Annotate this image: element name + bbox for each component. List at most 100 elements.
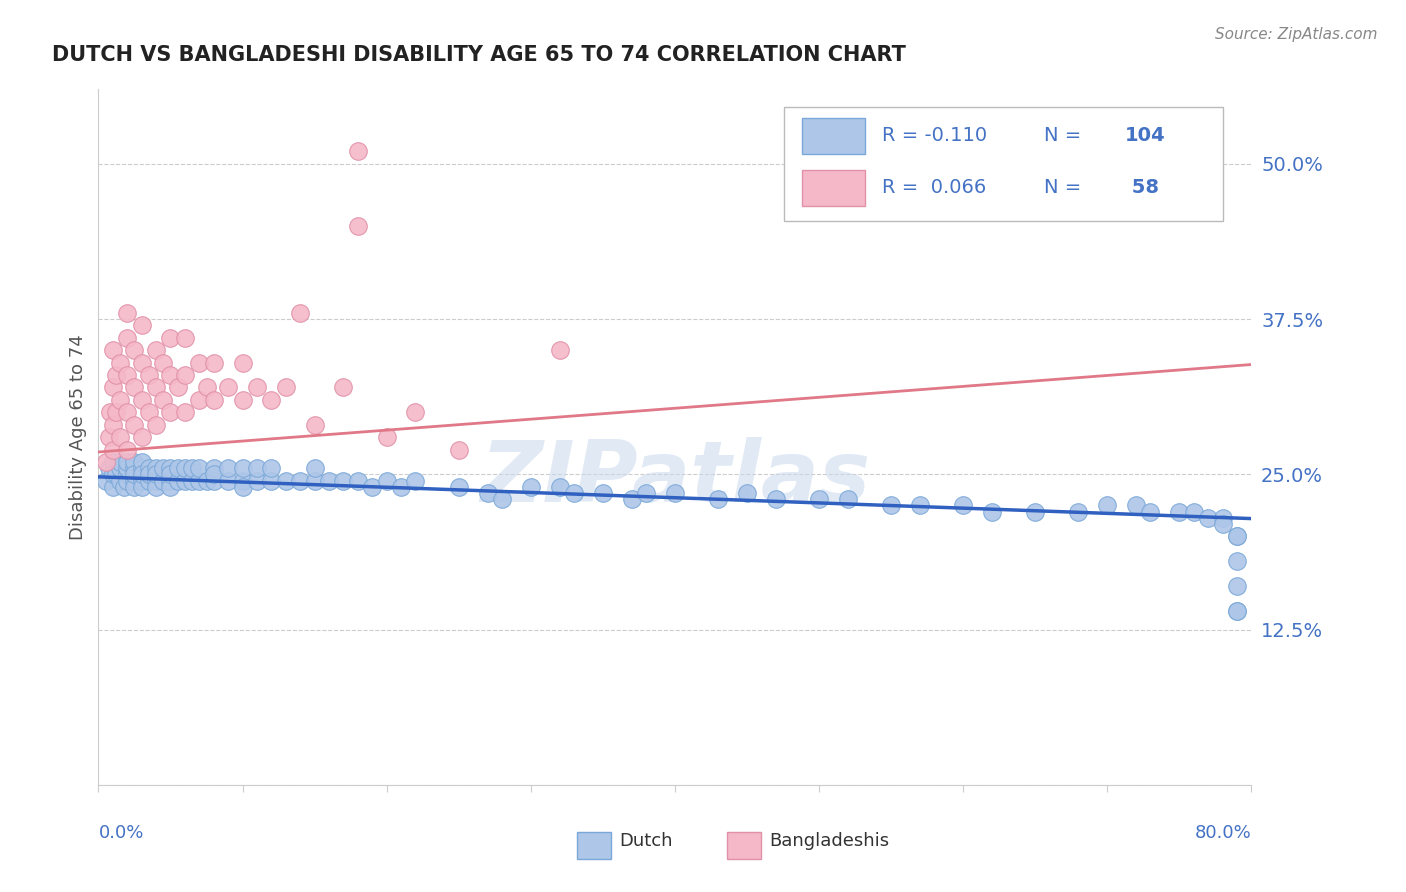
Text: 0.0%: 0.0% (98, 824, 143, 842)
Point (389, 480, 412, 494)
Point (108, 392, 131, 407)
Point (166, 461, 188, 475)
Y-axis label: Disability Age 65 to 74: Disability Age 65 to 74 (69, 334, 87, 540)
Point (152, 392, 174, 407)
Point (636, 486, 658, 500)
Point (318, 474, 340, 488)
Point (375, 474, 398, 488)
Text: 58: 58 (1125, 178, 1159, 197)
Point (520, 480, 543, 494)
Point (260, 474, 283, 488)
Point (1197, 511, 1219, 525)
Point (94, 455, 117, 469)
Point (707, 492, 730, 507)
Point (131, 430, 153, 444)
Point (94, 474, 117, 488)
Point (332, 380, 354, 394)
Point (174, 474, 197, 488)
Point (104, 467, 127, 482)
Point (124, 455, 146, 469)
Text: 80.0%: 80.0% (1195, 824, 1251, 842)
Point (231, 392, 254, 407)
Point (361, 480, 384, 494)
Point (181, 474, 204, 488)
Point (405, 474, 427, 488)
Point (124, 467, 146, 482)
Point (491, 492, 513, 507)
Point (138, 368, 160, 382)
Point (1226, 579, 1249, 593)
Point (188, 355, 211, 369)
Point (405, 405, 427, 419)
Point (217, 474, 239, 488)
Point (117, 331, 139, 345)
Point (217, 461, 239, 475)
Point (202, 355, 225, 369)
Point (138, 405, 160, 419)
Point (101, 343, 124, 358)
Point (117, 306, 139, 320)
Text: N =: N = (1043, 127, 1087, 145)
Point (1168, 505, 1191, 519)
Point (124, 474, 146, 488)
Text: R =  0.066: R = 0.066 (883, 178, 987, 197)
Point (104, 405, 127, 419)
Point (152, 474, 174, 488)
Point (477, 486, 499, 500)
FancyBboxPatch shape (576, 831, 612, 859)
Point (290, 474, 312, 488)
Point (447, 442, 470, 457)
Point (159, 474, 181, 488)
Point (117, 442, 139, 457)
Point (290, 306, 312, 320)
Point (101, 442, 124, 457)
Point (304, 417, 326, 432)
Point (195, 380, 218, 394)
Point (735, 486, 758, 500)
Point (108, 461, 131, 475)
Point (131, 474, 153, 488)
Point (188, 392, 211, 407)
FancyBboxPatch shape (785, 106, 1223, 221)
Point (152, 355, 174, 369)
Text: ZIPatlas: ZIPatlas (479, 437, 870, 520)
Point (112, 480, 135, 494)
Point (195, 474, 218, 488)
Point (131, 355, 153, 369)
Point (1226, 529, 1249, 543)
Point (117, 368, 139, 382)
Text: Dutch: Dutch (620, 831, 673, 849)
Point (174, 405, 197, 419)
Point (138, 474, 160, 488)
Point (101, 467, 124, 482)
Point (1226, 554, 1249, 568)
Point (217, 380, 239, 394)
Point (1024, 505, 1046, 519)
Point (304, 461, 326, 475)
Point (145, 474, 167, 488)
Point (246, 380, 269, 394)
Point (231, 355, 254, 369)
Point (124, 417, 146, 432)
Point (174, 331, 197, 345)
Point (1212, 516, 1234, 531)
Point (117, 405, 139, 419)
Point (346, 474, 368, 488)
Point (548, 480, 571, 494)
Point (246, 461, 269, 475)
Point (145, 461, 167, 475)
Point (131, 455, 153, 469)
Point (124, 380, 146, 394)
FancyBboxPatch shape (727, 831, 762, 859)
Point (97, 430, 120, 444)
Point (765, 492, 787, 507)
Point (1212, 511, 1234, 525)
Point (1097, 499, 1119, 513)
Point (124, 461, 146, 475)
Point (159, 405, 181, 419)
Point (1125, 499, 1147, 513)
Point (304, 474, 326, 488)
Point (231, 474, 254, 488)
Point (108, 474, 131, 488)
Point (101, 380, 124, 394)
